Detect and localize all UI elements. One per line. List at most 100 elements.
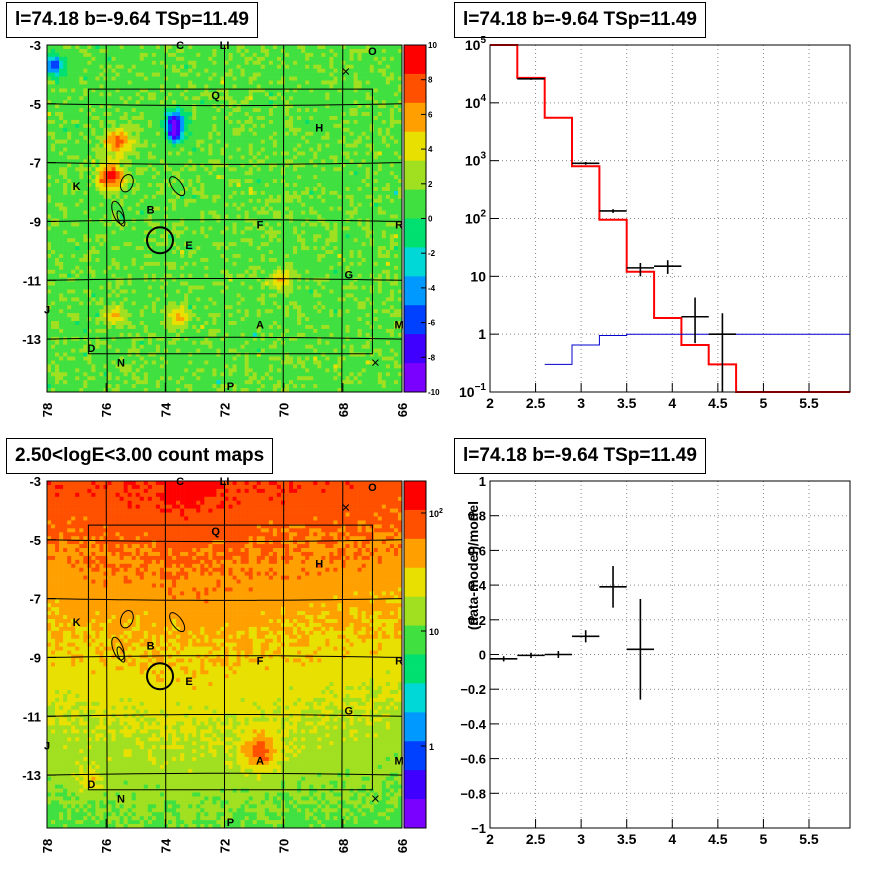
heatmap-pixel <box>225 305 229 309</box>
heatmap-pixel <box>59 289 63 293</box>
heatmap-pixel <box>116 301 120 305</box>
heatmap-pixel <box>83 100 87 104</box>
heatmap-pixel <box>160 207 164 211</box>
heatmap-pixel <box>124 207 128 211</box>
heatmap-pixel <box>237 234 241 238</box>
heatmap-pixel <box>51 215 55 219</box>
heatmap-pixel <box>99 282 103 286</box>
heatmap-pixel <box>144 132 148 136</box>
heatmap-pixel <box>208 108 212 112</box>
heatmap-pixel <box>204 151 208 155</box>
heatmap-pixel <box>184 199 188 203</box>
heatmap-pixel <box>116 270 120 274</box>
heatmap-pixel <box>192 179 196 183</box>
heatmap-pixel <box>140 258 144 262</box>
heatmap-pixel <box>87 364 91 368</box>
heatmap-pixel <box>128 65 132 69</box>
heatmap-pixel <box>75 329 79 333</box>
heatmap-pixel <box>180 136 184 140</box>
heatmap-pixel <box>152 84 156 88</box>
heatmap-pixel <box>47 77 51 81</box>
heatmap-pixel <box>160 128 164 132</box>
heatmap-pixel <box>144 140 148 144</box>
heatmap-pixel <box>140 384 144 388</box>
heatmap-pixel <box>120 159 124 163</box>
heatmap-pixel <box>216 258 220 262</box>
heatmap-pixel <box>188 199 192 203</box>
heatmap-pixel <box>216 159 220 163</box>
heatmap-pixel <box>180 69 184 73</box>
heatmap-pixel <box>136 151 140 155</box>
heatmap-pixel <box>168 313 172 317</box>
heatmap-pixel <box>79 286 83 290</box>
heatmap-pixel <box>99 132 103 136</box>
heatmap-pixel <box>192 132 196 136</box>
heatmap-pixel <box>79 128 83 132</box>
heatmap-pixel <box>91 270 95 274</box>
heatmap-pixel <box>265 96 269 100</box>
heatmap-pixel <box>164 238 168 242</box>
heatmap-pixel <box>160 104 164 108</box>
heatmap-pixel <box>188 321 192 325</box>
heatmap-pixel <box>132 132 136 136</box>
heatmap-pixel <box>140 179 144 183</box>
heatmap-pixel <box>253 305 257 309</box>
heatmap-pixel <box>71 353 75 357</box>
heatmap-pixel <box>208 148 212 152</box>
heatmap-pixel <box>253 140 257 144</box>
heatmap-pixel <box>237 297 241 301</box>
heatmap-pixel <box>132 222 136 226</box>
heatmap-pixel <box>184 345 188 349</box>
heatmap-pixel <box>108 120 112 124</box>
heatmap-pixel <box>71 384 75 388</box>
heatmap-pixel <box>136 270 140 274</box>
heatmap-pixel <box>160 368 164 372</box>
heatmap-pixel <box>160 53 164 57</box>
heatmap-pixel <box>188 116 192 120</box>
heatmap-pixel <box>148 258 152 262</box>
heatmap-pixel <box>204 286 208 290</box>
heatmap-pixel <box>257 207 261 211</box>
heatmap-pixel <box>212 167 216 171</box>
heatmap-pixel <box>83 301 87 305</box>
heatmap-pixel <box>168 297 172 301</box>
heatmap-pixel <box>112 49 116 53</box>
heatmap-pixel <box>152 278 156 282</box>
heatmap-pixel <box>136 140 140 144</box>
heatmap-pixel <box>83 92 87 96</box>
heatmap-pixel <box>261 96 265 100</box>
heatmap-pixel <box>269 92 273 96</box>
heatmap-pixel <box>261 128 265 132</box>
heatmap-pixel <box>67 195 71 199</box>
heatmap-pixel <box>75 305 79 309</box>
heatmap-pixel <box>241 305 245 309</box>
heatmap-pixel <box>176 380 180 384</box>
heatmap-pixel <box>192 230 196 234</box>
heatmap-pixel <box>200 49 204 53</box>
heatmap-pixel <box>160 372 164 376</box>
heatmap-pixel <box>144 116 148 120</box>
heatmap-pixel <box>245 360 249 364</box>
heatmap-pixel <box>156 376 160 380</box>
heatmap-pixel <box>241 274 245 278</box>
heatmap-pixel <box>116 250 120 254</box>
heatmap-pixel <box>79 77 83 81</box>
heatmap-pixel <box>156 69 160 73</box>
heatmap-pixel <box>265 211 269 215</box>
heatmap-pixel <box>112 120 116 124</box>
heatmap-pixel <box>269 254 273 258</box>
heatmap-pixel <box>116 230 120 234</box>
heatmap-pixel <box>188 151 192 155</box>
heatmap-pixel <box>67 80 71 84</box>
heatmap-pixel <box>188 215 192 219</box>
heatmap-pixel <box>160 61 164 65</box>
heatmap-pixel <box>176 219 180 223</box>
heatmap-pixel <box>241 254 245 258</box>
heatmap-pixel <box>208 219 212 223</box>
heatmap-pixel <box>83 270 87 274</box>
heatmap-pixel <box>253 104 257 108</box>
heatmap-pixel <box>152 376 156 380</box>
heatmap-pixel <box>237 211 241 215</box>
heatmap-pixel <box>261 179 265 183</box>
heatmap-pixel <box>140 65 144 69</box>
